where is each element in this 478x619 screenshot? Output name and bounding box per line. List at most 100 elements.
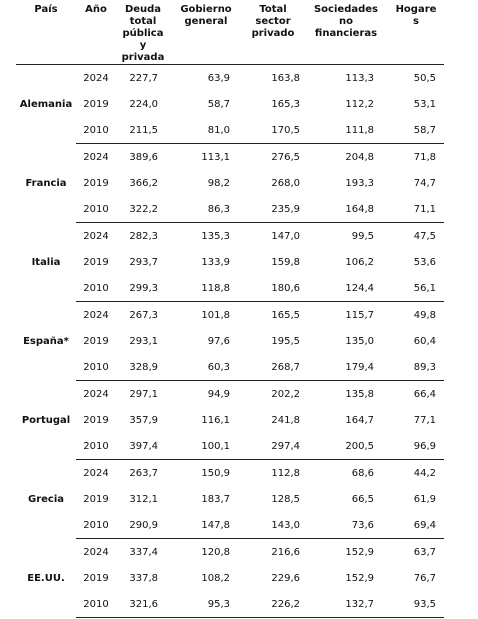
gobierno-general-cell: 133,9 — [201, 256, 230, 268]
gobierno-general-cell: 94,9 — [207, 388, 230, 400]
gobierno-general-cell: 98,2 — [207, 177, 230, 189]
sociedades-no-financieras-cell: 152,9 — [345, 572, 374, 584]
header-deuda-total: Deuda total pública y privada — [116, 4, 170, 65]
header-total-sector-privado: Total sector privado — [242, 4, 304, 65]
sociedades-no-financieras-cell: 132,7 — [304, 591, 388, 618]
year-cell: 2010 — [76, 196, 116, 223]
table-row: 2019 357,9 116,1 241,8 164,7 77,1 — [16, 407, 444, 433]
header-gobierno-general: Gobierno general — [170, 4, 242, 65]
total-sector-privado-cell: 235,9 — [242, 196, 304, 223]
total-sector-privado-cell: 268,0 — [271, 177, 300, 189]
header-sociedades-no-financieras: Sociedades no financieras — [304, 4, 388, 65]
gobierno-general-cell: 97,6 — [207, 335, 230, 347]
table-row: España* 2024 267,3 101,8 165,5 115,7 49,8 — [16, 302, 444, 347]
sociedades-no-financieras-cell: 135,0 — [345, 335, 374, 347]
deuda-total-cell: 282,3 — [129, 230, 158, 242]
gobierno-general-cell: 135,3 — [201, 230, 230, 242]
sociedades-no-financieras-cell: 200,5 — [304, 433, 388, 460]
sociedades-no-financieras-cell: 135,8 — [345, 388, 374, 400]
gobierno-general-cell: 100,1 — [170, 433, 242, 460]
hogares-cell: 50,5 — [413, 72, 436, 84]
deuda-total-cell: 328,9 — [116, 354, 170, 381]
table-row: Portugal 2024 297,1 94,9 202,2 135,8 66,4 — [16, 381, 444, 426]
table-header: País Año Deuda total pública y privada G… — [16, 4, 444, 65]
year-cell: 2024 — [83, 546, 109, 558]
total-sector-privado-cell: 226,2 — [242, 591, 304, 618]
sociedades-no-financieras-cell: 99,5 — [351, 230, 374, 242]
deuda-total-cell: 337,8 — [129, 572, 158, 584]
year-cell: 2024 — [83, 467, 109, 479]
hogares-cell: 71,8 — [413, 151, 436, 163]
header-anio: Año — [76, 4, 116, 65]
gobierno-general-cell: 58,7 — [207, 98, 230, 110]
country-cell: Alemania — [19, 98, 73, 110]
gobierno-general-cell: 63,9 — [207, 72, 230, 84]
hogares-cell: 56,1 — [388, 275, 444, 302]
year-cell: 2010 — [76, 512, 116, 539]
deuda-total-cell: 227,7 — [129, 72, 158, 84]
sociedades-no-financieras-cell: 106,2 — [345, 256, 374, 268]
table-row: 2010 321,6 95,3 226,2 132,7 93,5 — [16, 591, 444, 618]
sociedades-no-financieras-cell: 66,5 — [351, 493, 374, 505]
total-sector-privado-cell: 195,5 — [271, 335, 300, 347]
table-row: 2019 312,1 183,7 128,5 66,5 61,9 — [16, 486, 444, 512]
hogares-cell: 60,4 — [413, 335, 436, 347]
hogares-cell: 76,7 — [413, 572, 436, 584]
country-cell: EE.UU. — [27, 572, 65, 584]
deuda-total-cell: 366,2 — [129, 177, 158, 189]
hogares-cell: 58,7 — [388, 117, 444, 144]
total-sector-privado-cell: 165,3 — [271, 98, 300, 110]
hogares-cell: 66,4 — [413, 388, 436, 400]
gobierno-general-cell: 60,3 — [170, 354, 242, 381]
deuda-total-cell: 293,7 — [129, 256, 158, 268]
table-row: 2019 366,2 98,2 268,0 193,3 74,7 — [16, 170, 444, 196]
table-row: Italia 2024 282,3 135,3 147,0 99,5 47,5 — [16, 223, 444, 268]
sociedades-no-financieras-cell: 68,6 — [351, 467, 374, 479]
table-body: Alemania 2024 227,7 63,9 163,8 113,3 50,5 2019 2… — [16, 65, 444, 618]
gobierno-general-cell: 113,1 — [201, 151, 230, 163]
table-row: 2019 224,0 58,7 165,3 112,2 53,1 — [16, 91, 444, 117]
table-row: EE.UU. 2024 337,4 120,8 216,6 152,9 63,7 — [16, 539, 444, 584]
year-cell: 2010 — [76, 433, 116, 460]
gobierno-general-cell: 150,9 — [201, 467, 230, 479]
year-cell: 2010 — [76, 354, 116, 381]
hogares-cell: 53,1 — [413, 98, 436, 110]
year-cell: 2010 — [76, 591, 116, 618]
deuda-total-cell: 224,0 — [129, 98, 158, 110]
total-sector-privado-cell: 268,7 — [242, 354, 304, 381]
deuda-total-cell: 293,1 — [129, 335, 158, 347]
year-cell: 2019 — [83, 335, 109, 347]
total-sector-privado-cell: 165,5 — [271, 309, 300, 321]
sociedades-no-financieras-cell: 179,4 — [304, 354, 388, 381]
total-sector-privado-cell: 163,8 — [271, 72, 300, 84]
hogares-cell: 93,5 — [388, 591, 444, 618]
hogares-cell: 47,5 — [413, 230, 436, 242]
deuda-total-cell: 290,9 — [116, 512, 170, 539]
sociedades-no-financieras-cell: 204,8 — [345, 151, 374, 163]
total-sector-privado-cell: 241,8 — [271, 414, 300, 426]
year-cell: 2019 — [83, 256, 109, 268]
deuda-total-cell: 211,5 — [116, 117, 170, 144]
gobierno-general-cell: 147,8 — [170, 512, 242, 539]
hogares-cell: 61,9 — [413, 493, 436, 505]
sociedades-no-financieras-cell: 112,2 — [345, 98, 374, 110]
gobierno-general-cell: 108,2 — [201, 572, 230, 584]
sociedades-no-financieras-cell: 152,9 — [345, 546, 374, 558]
table-row: Alemania 2024 227,7 63,9 163,8 113,3 50,5 — [16, 65, 444, 110]
hogares-cell: 71,1 — [388, 196, 444, 223]
year-cell: 2024 — [83, 72, 109, 84]
hogares-cell: 96,9 — [388, 433, 444, 460]
table-row: 2010 397,4 100,1 297,4 200,5 96,9 — [16, 433, 444, 460]
table-row: 2010 211,5 81,0 170,5 111,8 58,7 — [16, 117, 444, 144]
table-row: Francia 2024 389,6 113,1 276,5 204,8 71,8 — [16, 144, 444, 189]
deuda-total-cell: 337,4 — [129, 546, 158, 558]
deuda-total-cell: 389,6 — [129, 151, 158, 163]
gobierno-general-cell: 116,1 — [201, 414, 230, 426]
year-cell: 2019 — [83, 98, 109, 110]
deuda-total-cell: 357,9 — [129, 414, 158, 426]
total-sector-privado-cell: 112,8 — [271, 467, 300, 479]
deuda-total-cell: 299,3 — [116, 275, 170, 302]
sociedades-no-financieras-cell: 113,3 — [345, 72, 374, 84]
debt-table: País Año Deuda total pública y privada G… — [16, 4, 444, 618]
header-pais: País — [16, 4, 76, 65]
